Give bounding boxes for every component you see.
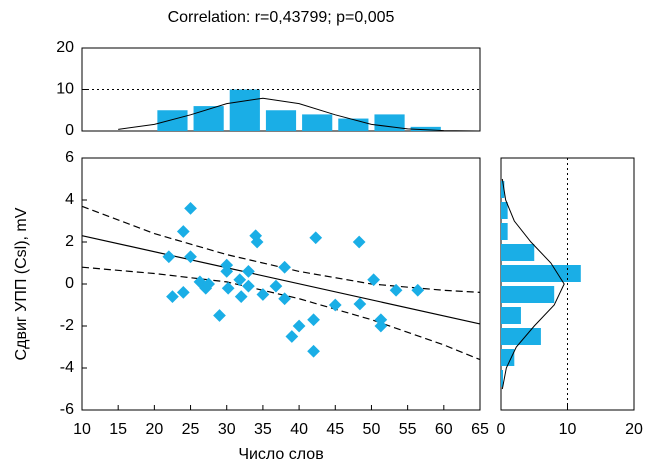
- x-tick-label: 60: [435, 421, 453, 438]
- point: [242, 265, 255, 278]
- point: [234, 290, 248, 303]
- bar: [193, 106, 224, 131]
- x-tick-label: 40: [290, 421, 308, 438]
- y-tick-label: 0: [65, 275, 74, 292]
- x-tick-label: 10: [73, 421, 91, 438]
- x-tick-label: 35: [254, 421, 272, 438]
- bar: [338, 118, 369, 131]
- point: [242, 279, 255, 293]
- bar: [501, 328, 541, 345]
- bar: [501, 307, 521, 324]
- bar: [501, 244, 535, 261]
- y-tick-label: -6: [60, 401, 74, 418]
- point: [411, 283, 425, 297]
- bar: [410, 126, 441, 131]
- point: [309, 231, 323, 245]
- bar: [501, 349, 515, 366]
- point: [353, 297, 367, 311]
- point: [352, 235, 366, 249]
- bar: [501, 223, 508, 240]
- x-tick-label: 30: [218, 421, 236, 438]
- y-tick-label: 4: [65, 191, 74, 208]
- point: [233, 273, 247, 287]
- y-tick-label: 2: [65, 233, 74, 250]
- point: [213, 309, 226, 322]
- point: [184, 250, 197, 264]
- fit-line: [81, 235, 481, 325]
- point: [278, 260, 291, 274]
- bar: [157, 110, 188, 131]
- x-tick-label: 15: [109, 421, 127, 438]
- bar: [501, 181, 505, 198]
- fit-curve: [501, 178, 565, 390]
- x-tick-label: 20: [625, 421, 643, 438]
- point: [374, 319, 388, 333]
- bar: [501, 265, 581, 282]
- x-tick-label: 10: [559, 421, 577, 438]
- plot-frame: [81, 157, 481, 411]
- point: [367, 273, 380, 287]
- point: [176, 225, 190, 238]
- x-axis-label: Число слов: [238, 446, 323, 463]
- point: [256, 288, 270, 301]
- point: [220, 265, 234, 278]
- point: [307, 344, 320, 358]
- y-tick-label: 20: [56, 39, 74, 56]
- point: [166, 290, 179, 303]
- x-tick-label: 0: [497, 421, 506, 438]
- bar: [302, 114, 333, 131]
- point: [328, 298, 342, 312]
- y-axis-label: Сдвиг УПП (Csl), mV: [13, 207, 30, 360]
- x-tick-label: 65: [471, 421, 489, 438]
- x-tick-label: 50: [363, 421, 381, 438]
- fit-line: [81, 266, 481, 361]
- point: [285, 330, 299, 343]
- point: [278, 292, 291, 306]
- y-tick-label: -4: [60, 359, 74, 376]
- bar: [501, 202, 508, 219]
- x-tick-label: 45: [326, 421, 344, 438]
- point: [176, 286, 190, 299]
- fit-line: [81, 205, 481, 293]
- y-tick-label: 10: [56, 81, 74, 98]
- x-tick-label: 55: [399, 421, 417, 438]
- chart-title: Correlation: r=0,43799; p=0,005: [168, 9, 395, 26]
- point: [389, 283, 403, 297]
- point: [250, 235, 264, 249]
- bar: [501, 370, 503, 387]
- bar: [501, 286, 555, 303]
- y-tick-label: -2: [60, 317, 74, 334]
- point: [307, 313, 320, 327]
- point: [292, 319, 306, 333]
- bar: [229, 89, 260, 131]
- bar: [265, 110, 297, 131]
- point: [202, 277, 216, 291]
- y-tick-label: 0: [65, 122, 74, 139]
- y-tick-label: 6: [65, 149, 74, 166]
- point: [162, 250, 176, 264]
- bar: [374, 114, 405, 131]
- point: [269, 279, 283, 293]
- point: [221, 281, 235, 295]
- x-tick-label: 20: [145, 421, 163, 438]
- point: [184, 202, 197, 215]
- x-tick-label: 25: [182, 421, 200, 438]
- fit-curve: [118, 97, 481, 132]
